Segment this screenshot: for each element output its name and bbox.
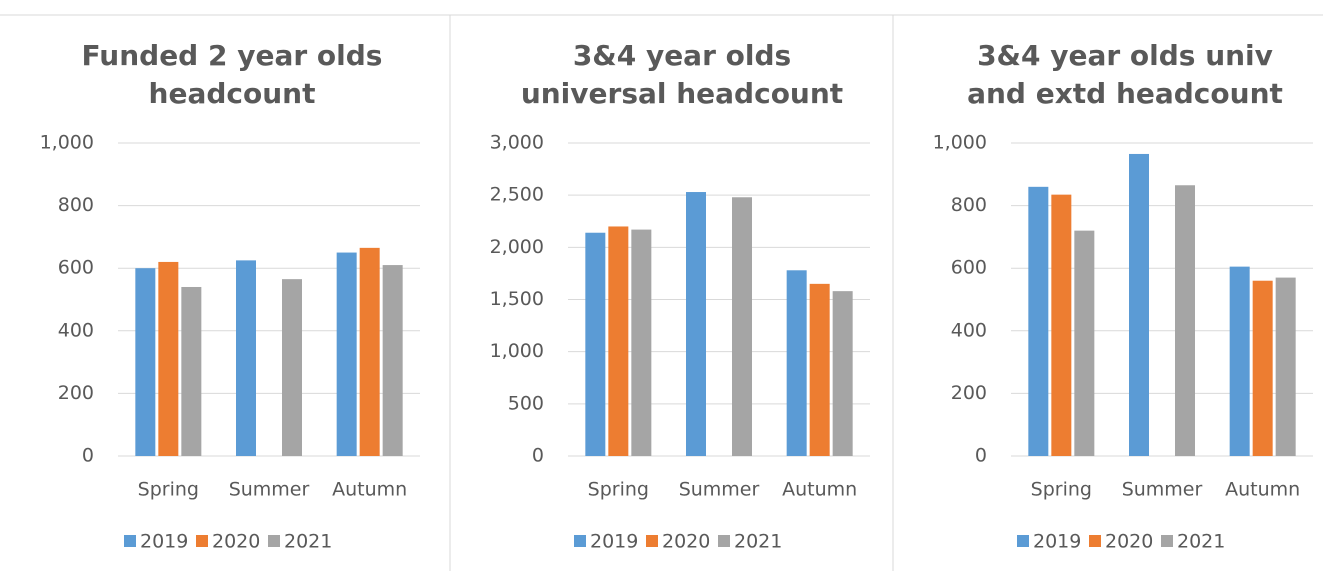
y-tick-label: 1,000: [490, 340, 544, 362]
y-tick-label: 800: [951, 194, 987, 216]
legend-label: 2021: [284, 531, 332, 553]
legend-swatch: [1017, 535, 1029, 547]
legend-label: 2021: [1177, 531, 1225, 553]
y-tick-label: 0: [975, 445, 987, 467]
bar: [1028, 186, 1049, 456]
x-tick-label: Autumn: [332, 479, 407, 501]
legend-swatch: [1161, 535, 1173, 547]
y-tick-label: 600: [951, 257, 987, 279]
x-tick-label: Autumn: [1225, 479, 1300, 501]
legend-label: 2020: [1105, 531, 1153, 553]
bar: [282, 279, 302, 456]
y-tick-label: 2,500: [490, 184, 544, 206]
x-tick-label: Summer: [229, 479, 310, 501]
bar: [1252, 280, 1273, 456]
chart-title: 3&4 year olds: [573, 39, 791, 72]
y-tick-label: 0: [82, 445, 94, 467]
y-tick-label: 0: [532, 445, 544, 467]
bar: [1129, 153, 1149, 456]
chart-title: headcount: [149, 77, 316, 110]
legend-label: 2021: [734, 531, 782, 553]
x-tick-label: Summer: [679, 479, 760, 501]
bar: [1051, 194, 1072, 456]
chart-title: 3&4 year olds univ: [977, 39, 1273, 72]
x-tick-label: Spring: [588, 479, 649, 501]
y-tick-label: 1,000: [933, 132, 987, 154]
legend-swatch: [124, 535, 136, 547]
legend-swatch: [646, 535, 658, 547]
legend-swatch: [196, 535, 208, 547]
legend-swatch: [574, 535, 586, 547]
y-tick-label: 200: [951, 382, 987, 404]
legend-swatch: [718, 535, 730, 547]
legend-swatch: [268, 535, 280, 547]
y-tick-label: 2,000: [490, 236, 544, 258]
chart-title: Funded 2 year olds: [82, 39, 383, 72]
bar: [181, 286, 202, 456]
x-tick-label: Spring: [138, 479, 199, 501]
bar: [686, 192, 706, 456]
chart-title: universal headcount: [521, 77, 843, 110]
bar: [608, 226, 629, 456]
chart-title: and extd headcount: [967, 77, 1283, 110]
legend-label: 2019: [1033, 531, 1081, 553]
bar: [1275, 277, 1296, 456]
x-tick-label: Spring: [1031, 479, 1092, 501]
y-tick-label: 1,500: [490, 288, 544, 310]
bar: [786, 270, 807, 456]
y-tick-label: 1,000: [40, 132, 94, 154]
bar: [809, 283, 830, 456]
y-tick-label: 400: [951, 319, 987, 341]
y-tick-label: 3,000: [490, 132, 544, 154]
bar: [732, 197, 752, 456]
x-tick-label: Autumn: [782, 479, 857, 501]
bar: [236, 260, 256, 456]
y-tick-label: 800: [58, 194, 94, 216]
y-tick-label: 200: [58, 382, 94, 404]
legend-label: 2019: [140, 531, 188, 553]
bar: [1175, 185, 1195, 456]
bar: [382, 265, 403, 456]
bar: [631, 229, 652, 456]
bar: [158, 261, 179, 456]
bar: [585, 232, 606, 456]
bar: [135, 268, 156, 456]
bar: [336, 252, 357, 456]
x-tick-label: Summer: [1122, 479, 1203, 501]
legend-swatch: [1089, 535, 1101, 547]
bar: [359, 247, 380, 456]
bar: [1074, 230, 1095, 456]
bar: [1229, 266, 1250, 456]
legend-label: 2020: [662, 531, 710, 553]
y-tick-label: 400: [58, 319, 94, 341]
y-tick-label: 500: [508, 392, 544, 414]
legend-label: 2020: [212, 531, 260, 553]
bar: [832, 291, 853, 456]
legend-label: 2019: [590, 531, 638, 553]
y-tick-label: 600: [58, 257, 94, 279]
